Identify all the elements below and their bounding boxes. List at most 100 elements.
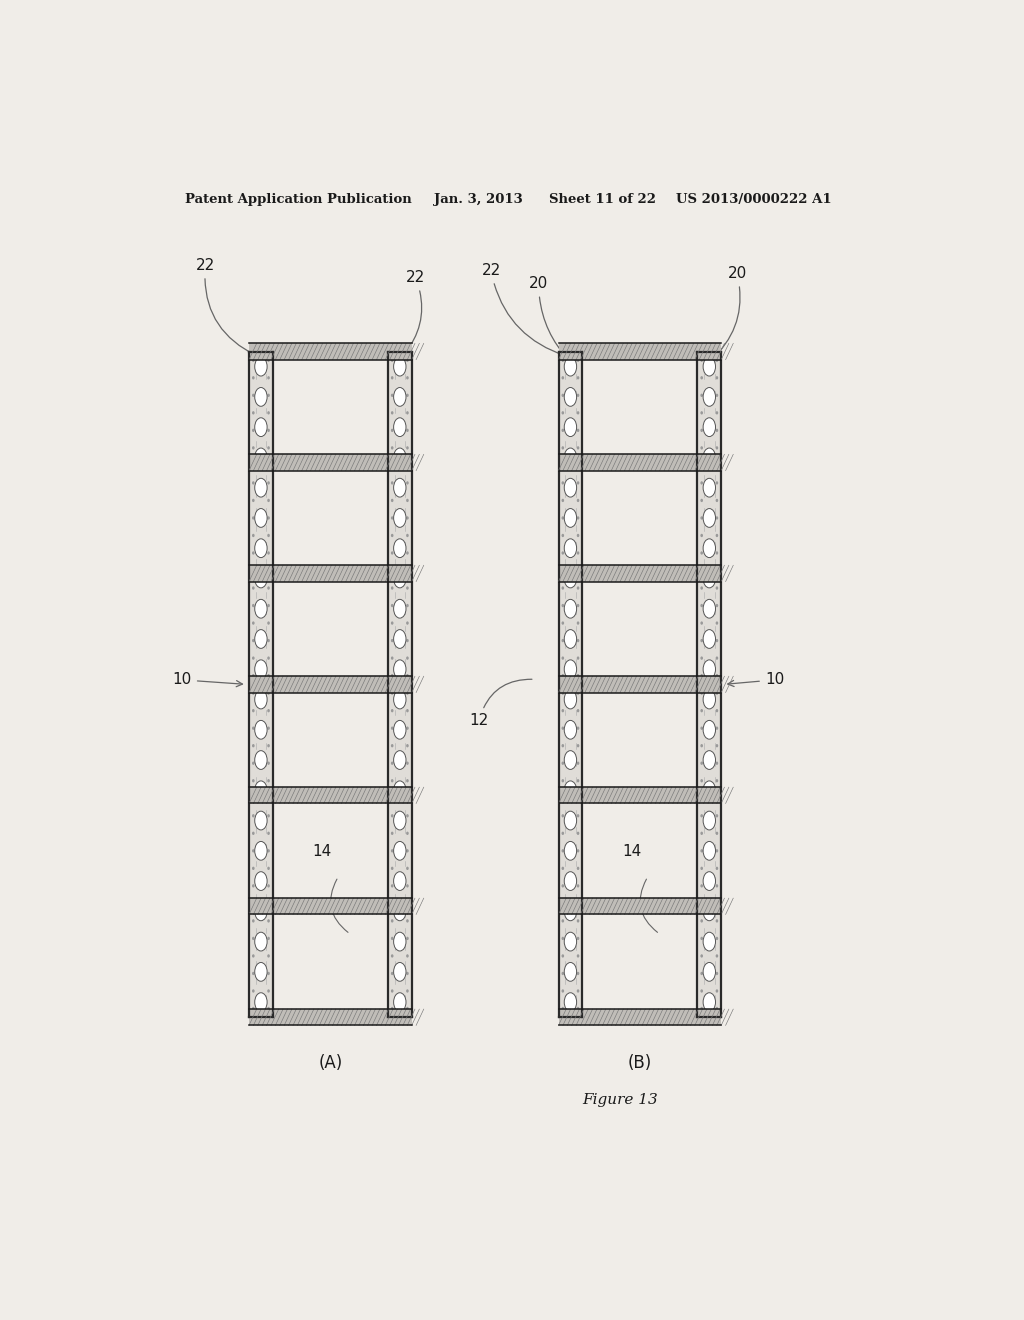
Ellipse shape: [564, 447, 577, 467]
Circle shape: [267, 569, 270, 572]
Circle shape: [716, 675, 718, 677]
Ellipse shape: [393, 569, 406, 587]
Bar: [249, 454, 412, 471]
Ellipse shape: [564, 569, 577, 587]
Ellipse shape: [255, 812, 267, 830]
Circle shape: [561, 989, 564, 993]
Ellipse shape: [564, 418, 577, 437]
Circle shape: [252, 867, 255, 870]
Circle shape: [252, 482, 255, 484]
Circle shape: [577, 726, 580, 730]
Circle shape: [407, 796, 409, 800]
Circle shape: [716, 954, 718, 957]
Ellipse shape: [564, 902, 577, 921]
Circle shape: [391, 989, 393, 993]
Text: Patent Application Publication: Patent Application Publication: [185, 193, 412, 206]
Circle shape: [407, 989, 409, 993]
Circle shape: [700, 552, 703, 554]
Ellipse shape: [703, 630, 716, 648]
Circle shape: [700, 639, 703, 643]
Circle shape: [700, 989, 703, 993]
Ellipse shape: [703, 418, 716, 437]
Circle shape: [267, 814, 270, 817]
Circle shape: [577, 446, 580, 450]
Circle shape: [252, 1007, 255, 1010]
Bar: [558, 351, 583, 1018]
Circle shape: [407, 1007, 409, 1010]
Circle shape: [716, 533, 718, 537]
Circle shape: [716, 919, 718, 923]
Circle shape: [267, 867, 270, 870]
Text: 10: 10: [173, 672, 243, 688]
Circle shape: [561, 726, 564, 730]
Ellipse shape: [703, 721, 716, 739]
Circle shape: [267, 919, 270, 923]
Circle shape: [391, 796, 393, 800]
Circle shape: [252, 972, 255, 975]
Circle shape: [577, 569, 580, 572]
Circle shape: [391, 552, 393, 554]
Circle shape: [577, 972, 580, 975]
Circle shape: [391, 603, 393, 607]
Circle shape: [252, 796, 255, 800]
Circle shape: [252, 954, 255, 957]
Ellipse shape: [703, 358, 716, 376]
Text: Figure 13: Figure 13: [583, 1093, 657, 1106]
Circle shape: [267, 622, 270, 624]
Circle shape: [577, 814, 580, 817]
Circle shape: [267, 1007, 270, 1010]
Circle shape: [267, 603, 270, 607]
Circle shape: [407, 516, 409, 520]
Circle shape: [577, 867, 580, 870]
Circle shape: [577, 849, 580, 853]
Circle shape: [561, 762, 564, 764]
Circle shape: [252, 832, 255, 836]
Circle shape: [252, 516, 255, 520]
Circle shape: [252, 622, 255, 624]
Circle shape: [391, 359, 393, 362]
Circle shape: [577, 482, 580, 484]
Circle shape: [252, 675, 255, 677]
Circle shape: [700, 709, 703, 713]
Circle shape: [407, 429, 409, 432]
Circle shape: [577, 744, 580, 747]
Circle shape: [561, 499, 564, 502]
Ellipse shape: [255, 932, 267, 950]
Circle shape: [716, 814, 718, 817]
Circle shape: [252, 989, 255, 993]
Ellipse shape: [393, 447, 406, 467]
Circle shape: [407, 726, 409, 730]
Circle shape: [716, 884, 718, 887]
Circle shape: [561, 639, 564, 643]
Circle shape: [561, 709, 564, 713]
Circle shape: [267, 692, 270, 694]
Circle shape: [391, 463, 393, 467]
Circle shape: [716, 411, 718, 414]
Circle shape: [407, 779, 409, 783]
Circle shape: [407, 499, 409, 502]
Ellipse shape: [564, 599, 577, 618]
Circle shape: [716, 499, 718, 502]
Ellipse shape: [703, 690, 716, 709]
Ellipse shape: [703, 569, 716, 587]
Ellipse shape: [393, 812, 406, 830]
Circle shape: [267, 726, 270, 730]
Circle shape: [561, 569, 564, 572]
Ellipse shape: [703, 539, 716, 557]
Circle shape: [391, 482, 393, 484]
Circle shape: [577, 779, 580, 783]
Circle shape: [716, 569, 718, 572]
Circle shape: [391, 849, 393, 853]
Circle shape: [407, 902, 409, 906]
Circle shape: [391, 832, 393, 836]
Ellipse shape: [393, 478, 406, 498]
Circle shape: [252, 499, 255, 502]
Ellipse shape: [703, 812, 716, 830]
Circle shape: [561, 533, 564, 537]
Circle shape: [407, 849, 409, 853]
Circle shape: [716, 726, 718, 730]
Ellipse shape: [393, 871, 406, 891]
Circle shape: [267, 446, 270, 450]
Ellipse shape: [564, 751, 577, 770]
Circle shape: [391, 744, 393, 747]
